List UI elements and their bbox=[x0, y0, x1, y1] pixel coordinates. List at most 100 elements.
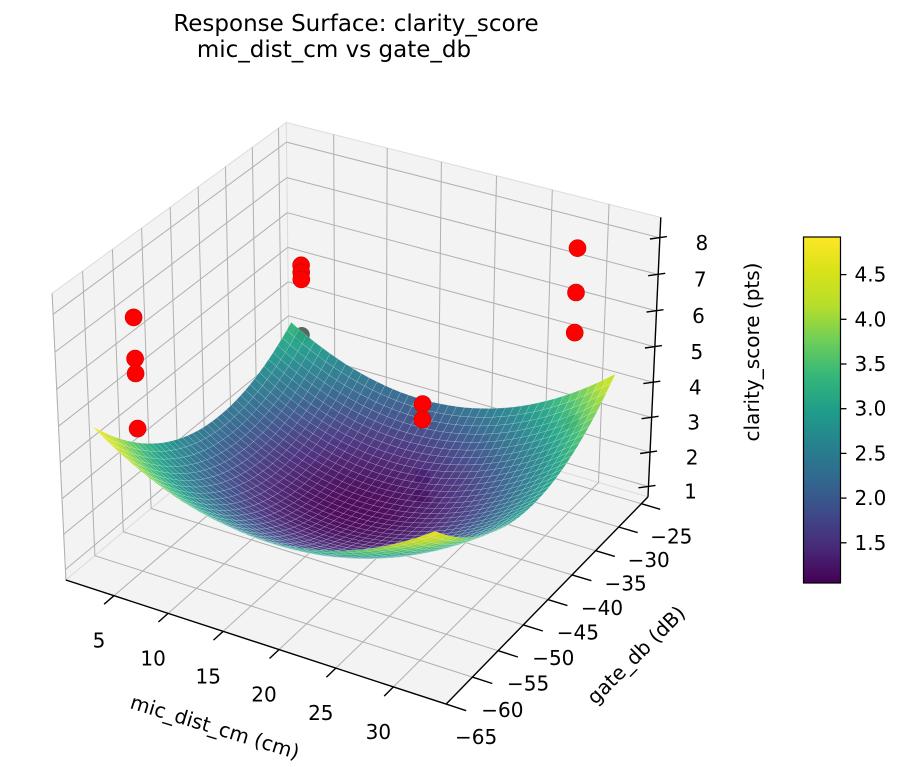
surface-mesh bbox=[92, 322, 616, 560]
gridline bbox=[58, 247, 289, 427]
tick-mark bbox=[497, 650, 519, 658]
surface-cell bbox=[454, 537, 469, 542]
tick-mark bbox=[325, 667, 337, 678]
surface-cell bbox=[544, 474, 559, 486]
gridline bbox=[225, 166, 232, 442]
surface-cell bbox=[602, 373, 616, 388]
tick-mark bbox=[638, 484, 656, 489]
gridline bbox=[393, 482, 599, 688]
x-axis-spine bbox=[65, 579, 447, 705]
tick-mark bbox=[547, 598, 568, 607]
axis-spines bbox=[65, 217, 662, 705]
x-tick-label: 20 bbox=[251, 683, 276, 707]
surface-cell bbox=[459, 537, 474, 542]
tick-mark bbox=[595, 550, 615, 558]
gridline bbox=[82, 271, 96, 556]
x-tick-label: 5 bbox=[93, 629, 106, 653]
colorbar-tick-label: 4.0 bbox=[855, 307, 887, 331]
x-tick-label: 30 bbox=[366, 720, 391, 744]
gridline bbox=[94, 555, 473, 678]
tick-mark bbox=[472, 676, 493, 685]
surface-cell bbox=[472, 534, 487, 540]
surface-cell bbox=[513, 509, 528, 519]
data-point bbox=[567, 283, 585, 302]
gridline bbox=[287, 246, 656, 348]
tick-mark bbox=[445, 703, 467, 712]
tick-mark bbox=[643, 380, 661, 385]
tick-mark bbox=[640, 450, 658, 455]
y-tick-label: −35 bbox=[604, 572, 646, 596]
gridline bbox=[287, 281, 654, 383]
gridline bbox=[59, 281, 289, 464]
surface-cell bbox=[518, 505, 533, 515]
colorbar: 1.5 2.0 2.5 3.0 3.5 4.0 4.5 bbox=[802, 236, 887, 584]
tick-mark bbox=[103, 595, 115, 605]
data-point bbox=[126, 349, 144, 368]
z-tick-label: 8 bbox=[696, 231, 709, 255]
gridline bbox=[150, 508, 524, 626]
tick-mark bbox=[644, 344, 662, 349]
surface-cell bbox=[449, 537, 464, 542]
surface-cell bbox=[527, 496, 541, 506]
surface-cell bbox=[425, 530, 441, 537]
surface-cell bbox=[495, 523, 510, 531]
gridline bbox=[251, 147, 258, 420]
data-point bbox=[413, 410, 432, 429]
gridline bbox=[56, 212, 288, 390]
y-tick-label: −40 bbox=[581, 596, 623, 620]
tick-mark bbox=[618, 526, 638, 534]
data-point bbox=[413, 395, 432, 413]
tick-mark bbox=[269, 649, 280, 660]
gridline bbox=[287, 212, 657, 312]
z-tick-label: 7 bbox=[694, 268, 707, 292]
surface-cell bbox=[562, 448, 577, 461]
surface-cell bbox=[566, 441, 581, 454]
y-tick-label: −25 bbox=[650, 525, 692, 549]
gridline bbox=[111, 249, 124, 532]
colorbar-tick-label: 2.5 bbox=[855, 441, 887, 465]
gridline bbox=[54, 177, 288, 353]
surface-cell bbox=[522, 501, 537, 511]
data-point bbox=[124, 308, 143, 327]
z-tick-label: 1 bbox=[684, 480, 697, 504]
gridline bbox=[169, 207, 179, 486]
tick-mark bbox=[383, 686, 394, 697]
y-tick-label: −65 bbox=[455, 725, 497, 749]
z-tick-label: 2 bbox=[686, 445, 699, 469]
tick-mark bbox=[641, 503, 661, 510]
tick-mark bbox=[641, 415, 659, 420]
tick-mark bbox=[646, 309, 664, 313]
x-tick-label: 25 bbox=[308, 701, 333, 725]
gridline bbox=[61, 315, 289, 500]
y-tick-label: −50 bbox=[532, 646, 574, 670]
x-tick-label: 15 bbox=[195, 664, 220, 688]
y-tick-label: −55 bbox=[507, 672, 549, 696]
surface-cell bbox=[430, 532, 445, 539]
y-tick-label: −60 bbox=[481, 698, 523, 722]
surface-cell bbox=[571, 433, 585, 447]
gridline bbox=[286, 141, 661, 239]
gridline bbox=[286, 177, 659, 275]
scatter-points bbox=[124, 239, 587, 438]
tick-mark bbox=[523, 624, 544, 632]
data-point bbox=[126, 364, 145, 383]
z-tick-label: 3 bbox=[687, 411, 700, 435]
surface-cell bbox=[444, 536, 460, 542]
colorbar-gradient bbox=[802, 236, 842, 584]
gridline bbox=[51, 293, 67, 581]
z-tick-label: 6 bbox=[692, 304, 705, 328]
colorbar-tick-label: 3.0 bbox=[855, 397, 887, 421]
chart-title-line1: Response Surface: clarity_score bbox=[173, 11, 538, 37]
data-point bbox=[568, 239, 587, 257]
y-axis-spine bbox=[445, 496, 649, 705]
surface-cell bbox=[482, 530, 497, 537]
surface-cell bbox=[468, 535, 483, 541]
gridline bbox=[52, 141, 287, 315]
surface-cell bbox=[509, 513, 524, 522]
surface-cell bbox=[588, 401, 603, 415]
z-axis-label: clarity_score (pts) bbox=[740, 263, 764, 442]
colorbar-tick-label: 2.0 bbox=[855, 486, 887, 510]
